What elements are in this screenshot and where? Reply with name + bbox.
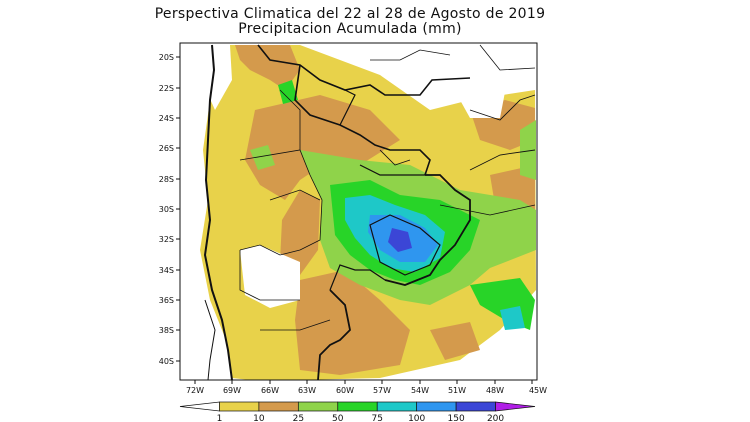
longitude-axis: 72W 69W 66W 63W 60W 57W 54W 51W 48W 45W	[186, 380, 547, 395]
lon-tick-label: 45W	[529, 386, 547, 395]
lat-tick-label: 24S	[159, 114, 174, 123]
colorbar-label: 10	[253, 414, 265, 422]
lon-tick-label: 60W	[336, 386, 354, 395]
latitude-axis: 20S 22S 24S 26S 28S 30S 32S 34S 36S 38S …	[159, 53, 180, 366]
lon-tick-label: 66W	[261, 386, 279, 395]
lat-tick-label: 38S	[159, 326, 174, 335]
lon-tick-label: 51W	[448, 386, 466, 395]
lat-tick-label: 34S	[159, 266, 174, 275]
lon-tick-label: 57W	[373, 386, 391, 395]
lon-tick-label: 72W	[186, 386, 204, 395]
colorbar-swatch	[297, 401, 339, 412]
colorbar-swatch	[219, 401, 260, 412]
colorbar: 1 10 25 50 75 100 150 200	[179, 401, 536, 422]
colorbar-label: 25	[293, 414, 304, 422]
colorbar-swatch	[376, 401, 418, 412]
map-subtitle: Precipitacion Acumulada (mm)	[238, 21, 462, 37]
lat-tick-label: 20S	[159, 53, 174, 62]
lat-tick-label: 30S	[159, 205, 174, 214]
lon-tick-label: 69W	[223, 386, 241, 395]
lat-tick-label: 28S	[159, 175, 174, 184]
lon-tick-label: 63W	[298, 386, 316, 395]
colorbar-label: 50	[332, 414, 344, 422]
colorbar-swatch	[455, 401, 496, 412]
colorbar-label: 150	[448, 414, 465, 422]
colorbar-swatch	[337, 401, 378, 412]
lat-tick-label: 36S	[159, 296, 174, 305]
colorbar-swatch	[258, 401, 299, 412]
colorbar-swatch	[179, 401, 220, 412]
lon-tick-label: 48W	[486, 386, 504, 395]
lat-tick-label: 22S	[159, 84, 174, 93]
colorbar-swatch	[416, 401, 457, 412]
colorbar-label: 100	[408, 414, 425, 422]
colorbar-label: 75	[371, 414, 382, 422]
borders	[203, 44, 536, 381]
map-frame	[179, 42, 538, 381]
colorbar-label: 1	[217, 414, 223, 422]
lat-tick-label: 26S	[159, 144, 174, 153]
map-title: Perspectiva Climatica del 22 al 28 de Ag…	[154, 6, 546, 22]
colorbar-swatch	[495, 401, 536, 412]
colorbar-label: 200	[487, 414, 504, 422]
precipitation-fields	[200, 45, 536, 380]
lat-tick-label: 40S	[159, 357, 174, 366]
lon-tick-label: 54W	[411, 386, 429, 395]
lat-tick-label: 32S	[159, 235, 174, 244]
